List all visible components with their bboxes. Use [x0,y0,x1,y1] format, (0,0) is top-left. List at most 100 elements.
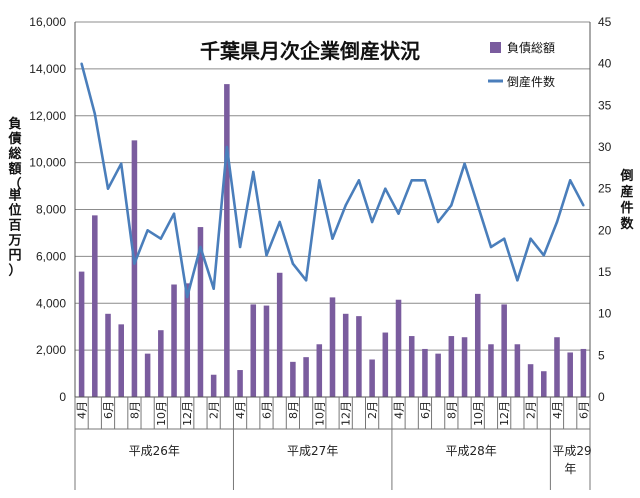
legend-label-bankruptcies: 倒産件数 [507,74,555,89]
x-tick-label: 6月 [577,401,590,419]
chart-title: 千葉県月次企業倒産状況 [200,39,420,63]
bar-debt [580,348,587,397]
y-left-tick-label: 6,000 [36,249,66,263]
y-right-tick-label: 5 [598,348,605,362]
point-bankruptcies [212,287,215,290]
bar-debt [144,353,151,397]
y-right-tick-label: 40 [598,57,612,71]
point-bankruptcies [304,279,308,282]
point-bankruptcies [582,204,585,207]
y-left-tick-label: 8,000 [36,203,66,217]
x-tick-label: 8月 [287,401,300,419]
x-tick-label: 10月 [313,401,326,426]
point-bankruptcies [80,62,83,65]
bar-debt [514,344,521,397]
line-series-bankruptcies [80,62,585,299]
x-tick-label: 4月 [551,401,564,419]
bar-debt [210,374,217,397]
point-bankruptcies [555,220,559,224]
bar-debt [461,337,468,397]
legend-label-debt: 負債総額 [507,40,555,55]
grid [75,21,590,351]
y-right-tick-label: 20 [598,223,612,237]
bar-debt [316,344,323,397]
point-bankruptcies [199,245,202,249]
y-left-tick-label: 10,000 [29,156,66,170]
y-left-tick-label: 14,000 [29,62,66,76]
bar-debt [303,357,309,397]
point-bankruptcies [93,112,97,115]
bar-debt [527,364,534,397]
point-bankruptcies [186,295,189,299]
point-bankruptcies [410,179,413,182]
point-bankruptcies [278,220,281,224]
bar-debt [290,361,296,397]
point-bankruptcies [476,204,479,207]
bar-debt [105,313,111,397]
x-tick-label: 2月 [366,401,379,419]
x-tick-label: 12月 [181,401,194,426]
bar-debt [78,271,85,397]
bar-debt [501,304,507,397]
bar-debt [329,297,336,397]
bar-debt [356,316,362,397]
bar-debt [541,371,547,397]
point-bankruptcies [568,179,572,182]
y-left-tick-label: 2,000 [36,343,66,357]
legend-swatch-debt [490,42,501,53]
bar-debt [567,352,573,397]
point-bankruptcies [384,187,387,190]
x-tick-label: 6月 [419,401,432,419]
bar-debt [250,304,257,397]
bar-debt [118,324,124,397]
point-bankruptcies [225,145,229,149]
y-left-tick-label: 0 [59,390,66,404]
y-right-tick-label: 45 [598,15,612,29]
y-left-tick-label: 4,000 [36,296,66,310]
year-label: 平成28年 [446,444,497,458]
point-bankruptcies [357,179,361,182]
x-axis: 4月 6月 8月 10月 12月 2月 4月 6月 8月 10月 12月 2月 4月 6月 8月 10月 12月… [74,397,592,490]
bar-debt [382,332,389,397]
x-tick-label: 2月 [525,401,538,419]
bar-debt [488,344,494,397]
bar-debt [342,313,349,397]
bar-series-debt [78,84,587,397]
y-axis-left-label: 負債総額（単位百万円） [7,116,21,278]
bar-debt [158,330,164,397]
point-bankruptcies [529,237,532,240]
point-bankruptcies [370,220,374,224]
point-bankruptcies [502,237,506,240]
bar-debt [276,272,283,397]
point-bankruptcies [106,187,110,190]
point-bankruptcies [252,170,255,174]
y-right-tick-label: 30 [598,140,612,154]
point-bankruptcies [423,179,427,182]
bar-debt [184,283,191,397]
legend: 負債総額 倒産件数 [488,40,555,89]
point-bankruptcies [489,245,493,249]
point-bankruptcies [146,229,149,232]
point-bankruptcies [291,262,295,265]
bar-debt [197,227,204,397]
point-bankruptcies [450,204,453,207]
x-tick-label: 12月 [498,401,511,426]
bar-debt [435,353,441,397]
point-bankruptcies [159,237,163,240]
year-label: 平成27年 [287,444,338,458]
axes: 0 2,000 4,000 6,000 8,000 10,000 12,000 14,000 1… [29,15,611,404]
point-bankruptcies [120,162,123,165]
bar-debt [263,305,270,397]
y-right-tick-label: 35 [598,98,612,112]
x-tick-label: 12月 [340,401,353,426]
y-left-tick-label: 12,000 [29,109,66,123]
point-bankruptcies [172,212,176,215]
point-bankruptcies [542,254,545,257]
bar-debt [448,336,455,397]
y-left-tick-label: 16,000 [29,15,66,29]
year-label: 平成26年 [129,444,180,458]
x-tick-label: 6月 [260,401,273,419]
x-tick-label: 4月 [393,401,406,419]
point-bankruptcies [463,162,466,165]
